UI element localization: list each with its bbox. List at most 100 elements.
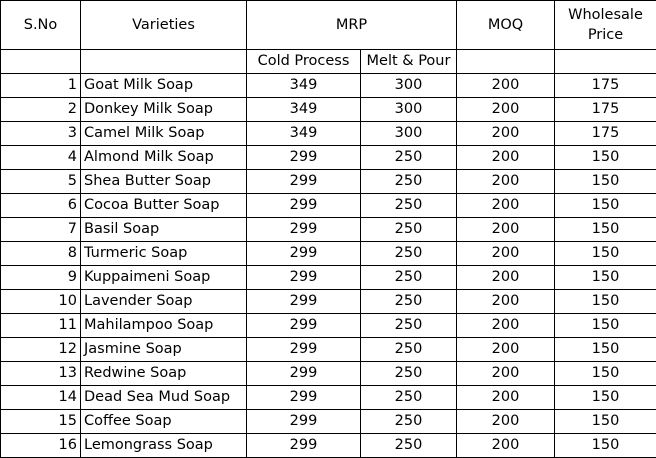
cell-variety: Coffee Soap bbox=[80, 409, 247, 434]
table-row: 16 Lemongrass Soap 299 250 200 150 bbox=[0, 433, 656, 458]
cell-wholesale-price: 150 bbox=[554, 289, 656, 314]
cell-variety: Mahilampoo Soap bbox=[80, 313, 247, 338]
cell-sno: 13 bbox=[0, 361, 81, 386]
cell-variety: Lemongrass Soap bbox=[80, 433, 247, 458]
cell-melt-pour: 250 bbox=[360, 169, 457, 194]
cell-wholesale-price: 150 bbox=[554, 217, 656, 242]
cell-sno: 6 bbox=[0, 193, 81, 218]
cell-moq: 200 bbox=[456, 169, 555, 194]
cell-variety: Basil Soap bbox=[80, 217, 247, 242]
cell-moq: 200 bbox=[456, 121, 555, 146]
header-varieties: Varieties bbox=[80, 0, 247, 50]
cell-cold-process: 349 bbox=[246, 97, 361, 122]
cell-sno: 16 bbox=[0, 433, 81, 458]
cell-wholesale-price: 150 bbox=[554, 409, 656, 434]
cell-variety: Cocoa Butter Soap bbox=[80, 193, 247, 218]
cell-melt-pour: 250 bbox=[360, 145, 457, 170]
cell-sno: 12 bbox=[0, 337, 81, 362]
table-row: 4 Almond Milk Soap 299 250 200 150 bbox=[0, 145, 656, 170]
cell-melt-pour: 250 bbox=[360, 193, 457, 218]
cell-cold-process: 299 bbox=[246, 265, 361, 290]
cell-melt-pour: 250 bbox=[360, 313, 457, 338]
cell-wholesale-price: 150 bbox=[554, 241, 656, 266]
header-moq: MOQ bbox=[456, 0, 555, 50]
table-row: 2 Donkey Milk Soap 349 300 200 175 bbox=[0, 97, 656, 122]
cell-wholesale-price: 150 bbox=[554, 193, 656, 218]
cell-moq: 200 bbox=[456, 145, 555, 170]
cell-melt-pour: 250 bbox=[360, 409, 457, 434]
cell-melt-pour: 250 bbox=[360, 361, 457, 386]
cell-variety: Dead Sea Mud Soap bbox=[80, 385, 247, 410]
cell-variety: Donkey Milk Soap bbox=[80, 97, 247, 122]
header-wholesale-line1: Wholesale bbox=[568, 7, 643, 23]
table-row: 13 Redwine Soap 299 250 200 150 bbox=[0, 361, 656, 386]
cell-cold-process: 299 bbox=[246, 337, 361, 362]
header-wholesale-line2: Price bbox=[587, 27, 624, 43]
cell-cold-process: 299 bbox=[246, 289, 361, 314]
cell-wholesale-price: 150 bbox=[554, 145, 656, 170]
cell-variety: Kuppaimeni Soap bbox=[80, 265, 247, 290]
table-row: 12 Jasmine Soap 299 250 200 150 bbox=[0, 337, 656, 362]
cell-moq: 200 bbox=[456, 73, 555, 98]
table-row: 5 Shea Butter Soap 299 250 200 150 bbox=[0, 169, 656, 194]
cell-variety: Jasmine Soap bbox=[80, 337, 247, 362]
cell-sno: 11 bbox=[0, 313, 81, 338]
cell-cold-process: 299 bbox=[246, 241, 361, 266]
cell-sno: 3 bbox=[0, 121, 81, 146]
cell-sno: 14 bbox=[0, 385, 81, 410]
cell-sno: 1 bbox=[0, 73, 81, 98]
cell-melt-pour: 300 bbox=[360, 73, 457, 98]
cell-wholesale-price: 150 bbox=[554, 433, 656, 458]
cell-melt-pour: 250 bbox=[360, 433, 457, 458]
subheader-blank-wholesale bbox=[554, 49, 656, 74]
table-row: 11 Mahilampoo Soap 299 250 200 150 bbox=[0, 313, 656, 338]
table-row: 14 Dead Sea Mud Soap 299 250 200 150 bbox=[0, 385, 656, 410]
cell-moq: 200 bbox=[456, 265, 555, 290]
table-row: 3 Camel Milk Soap 349 300 200 175 bbox=[0, 121, 656, 146]
cell-variety: Shea Butter Soap bbox=[80, 169, 247, 194]
cell-wholesale-price: 150 bbox=[554, 313, 656, 338]
cell-melt-pour: 250 bbox=[360, 217, 457, 242]
cell-wholesale-price: 150 bbox=[554, 169, 656, 194]
subheader-blank-sno bbox=[0, 49, 81, 74]
cell-moq: 200 bbox=[456, 217, 555, 242]
cell-sno: 5 bbox=[0, 169, 81, 194]
cell-melt-pour: 250 bbox=[360, 289, 457, 314]
subheader-melt-pour: Melt & Pour bbox=[360, 49, 457, 74]
cell-moq: 200 bbox=[456, 385, 555, 410]
cell-cold-process: 349 bbox=[246, 121, 361, 146]
header-mrp: MRP bbox=[246, 0, 457, 50]
cell-cold-process: 299 bbox=[246, 313, 361, 338]
cell-sno: 7 bbox=[0, 217, 81, 242]
cell-variety: Turmeric Soap bbox=[80, 241, 247, 266]
table-row: 8 Turmeric Soap 299 250 200 150 bbox=[0, 241, 656, 266]
cell-wholesale-price: 175 bbox=[554, 73, 656, 98]
cell-wholesale-price: 150 bbox=[554, 337, 656, 362]
cell-moq: 200 bbox=[456, 337, 555, 362]
table-row: 9 Kuppaimeni Soap 299 250 200 150 bbox=[0, 265, 656, 290]
cell-variety: Redwine Soap bbox=[80, 361, 247, 386]
cell-wholesale-price: 175 bbox=[554, 121, 656, 146]
table-row: 10 Lavender Soap 299 250 200 150 bbox=[0, 289, 656, 314]
cell-cold-process: 299 bbox=[246, 361, 361, 386]
cell-melt-pour: 250 bbox=[360, 385, 457, 410]
cell-variety: Lavender Soap bbox=[80, 289, 247, 314]
table-row: 1 Goat Milk Soap 349 300 200 175 bbox=[0, 73, 656, 98]
cell-variety: Almond Milk Soap bbox=[80, 145, 247, 170]
cell-sno: 8 bbox=[0, 241, 81, 266]
subheader-blank-moq bbox=[456, 49, 555, 74]
cell-moq: 200 bbox=[456, 193, 555, 218]
cell-wholesale-price: 150 bbox=[554, 265, 656, 290]
cell-cold-process: 299 bbox=[246, 409, 361, 434]
cell-sno: 4 bbox=[0, 145, 81, 170]
table-row: 7 Basil Soap 299 250 200 150 bbox=[0, 217, 656, 242]
cell-melt-pour: 250 bbox=[360, 241, 457, 266]
cell-sno: 10 bbox=[0, 289, 81, 314]
cell-cold-process: 299 bbox=[246, 193, 361, 218]
cell-sno: 9 bbox=[0, 265, 81, 290]
header-sno: S.No bbox=[0, 0, 81, 50]
cell-cold-process: 299 bbox=[246, 145, 361, 170]
subheader-row: Cold Process Melt & Pour bbox=[0, 49, 656, 74]
